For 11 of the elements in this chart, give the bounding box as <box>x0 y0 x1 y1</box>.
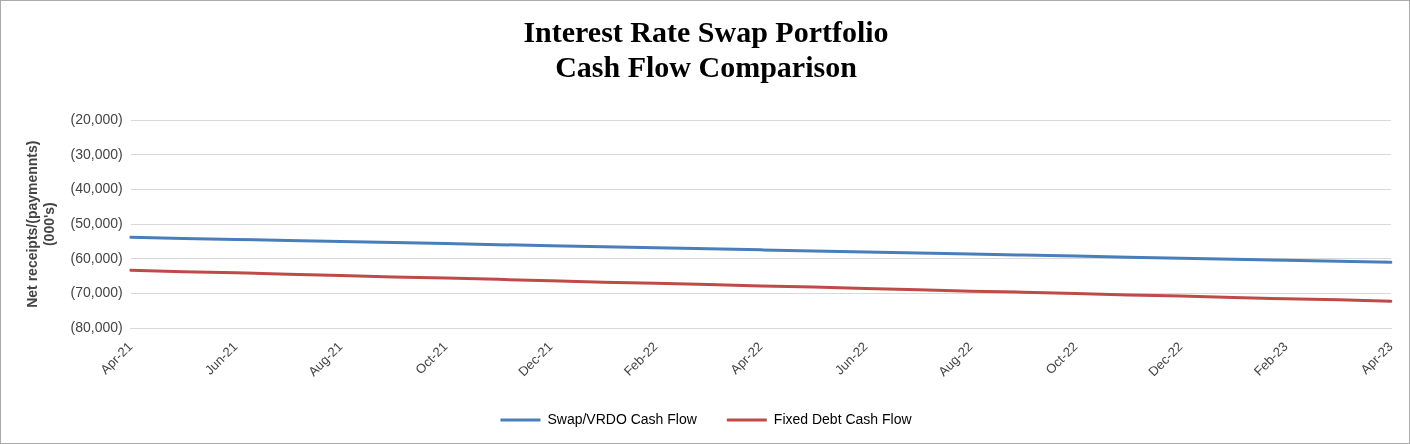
legend-label: Fixed Debt Cash Flow <box>773 410 913 427</box>
y-tick-label: (80,000) <box>70 319 123 336</box>
y-tick-label: (30,000) <box>70 145 123 162</box>
y-tick-label: (40,000) <box>70 180 123 197</box>
legend-label: Swap/VRDO Cash Flow <box>547 410 698 427</box>
y-tick-label: (70,000) <box>70 284 123 301</box>
chart-title: Interest Rate Swap Portfolio Cash Flow Comparison <box>523 15 889 83</box>
y-tick-label: (20,000) <box>70 110 123 127</box>
y-tick-label: (50,000) <box>70 215 123 232</box>
y-tick-label: (60,000) <box>70 249 123 266</box>
y-axis-title: Net receipts/(paymennts) (000's) <box>24 140 58 308</box>
